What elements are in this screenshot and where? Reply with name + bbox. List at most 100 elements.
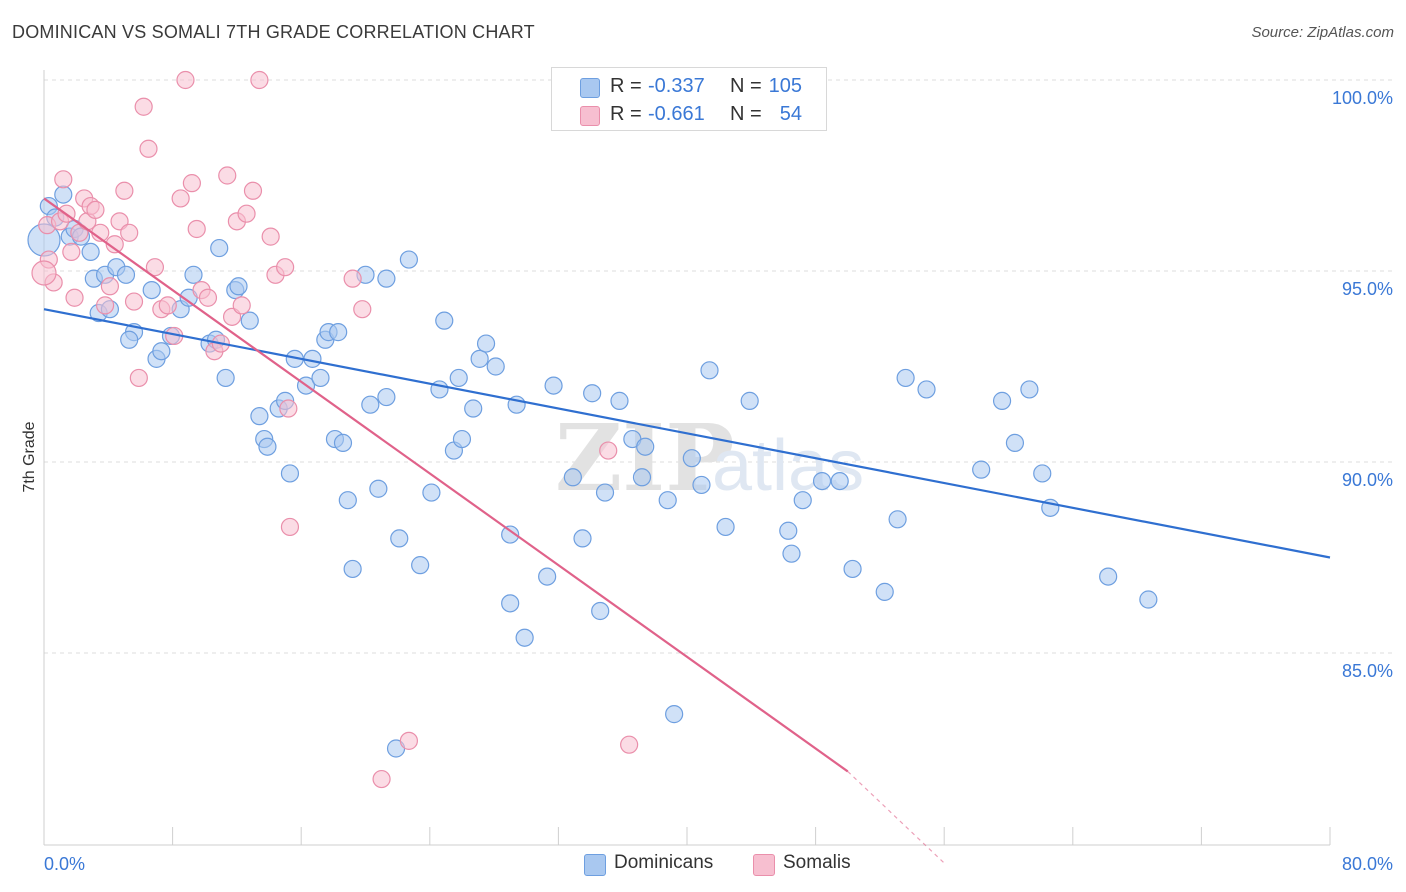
somali-point bbox=[620, 735, 639, 754]
dominican-point bbox=[142, 281, 161, 300]
dominican-point bbox=[992, 391, 1012, 410]
tick-labels: 85.0% 90.0% 95.0% 100.0% 0.0% 80.0% bbox=[44, 88, 1393, 874]
dominican-point bbox=[515, 628, 534, 647]
dominican-point bbox=[422, 483, 441, 502]
somali-point bbox=[31, 260, 57, 286]
somali-point bbox=[250, 70, 269, 90]
legend-r-value: -0.661 bbox=[648, 103, 705, 125]
somali-point bbox=[120, 223, 139, 242]
somali-point bbox=[261, 227, 280, 246]
dominican-point bbox=[1033, 464, 1052, 483]
dominican-point bbox=[120, 330, 139, 349]
dominican-point bbox=[692, 475, 711, 495]
somali-point bbox=[353, 300, 372, 319]
legend-n-value: 54 bbox=[779, 103, 802, 125]
dominican-point bbox=[311, 368, 330, 388]
legend-r-value: -0.337 bbox=[648, 75, 705, 97]
dominican-point bbox=[636, 437, 655, 456]
somali-point bbox=[124, 292, 144, 311]
x-tick-label: 80.0% bbox=[1342, 854, 1393, 874]
dominican-point bbox=[632, 468, 652, 487]
somali-point bbox=[187, 219, 206, 239]
dominican-point bbox=[779, 521, 798, 540]
dominican-point bbox=[338, 491, 357, 510]
dominican-point bbox=[240, 311, 259, 330]
dominican-point bbox=[610, 391, 629, 410]
somali-point bbox=[95, 296, 115, 315]
dominican-point bbox=[333, 433, 353, 452]
somali-point bbox=[129, 368, 148, 388]
somali-point bbox=[237, 204, 256, 223]
legend-n-label: N = bbox=[730, 103, 762, 125]
dominican-point bbox=[390, 529, 409, 548]
somali-point bbox=[105, 235, 124, 254]
somali-trend-line bbox=[43, 197, 849, 773]
dominican-point bbox=[329, 323, 348, 342]
dominican-point bbox=[250, 407, 269, 426]
dominican-point bbox=[216, 368, 235, 388]
somali-point bbox=[280, 517, 300, 537]
dominican-point bbox=[716, 517, 735, 537]
dominican-point bbox=[210, 238, 229, 258]
dominican-point bbox=[501, 525, 520, 544]
legend-row-dominicans: R = -0.337 N = 105 bbox=[552, 72, 826, 102]
somali-point bbox=[198, 288, 218, 307]
dominican-point bbox=[544, 376, 563, 395]
somali-point bbox=[171, 189, 190, 208]
dominican-point bbox=[184, 265, 203, 284]
y-tick-label: 100.0% bbox=[1332, 88, 1393, 108]
dominican-point bbox=[399, 250, 419, 269]
dominican-point bbox=[538, 567, 557, 586]
dominican-point bbox=[411, 556, 430, 575]
series-somalis bbox=[31, 70, 639, 789]
somali-point bbox=[599, 441, 618, 460]
dominican-trend-line bbox=[43, 308, 1331, 559]
somali-point bbox=[276, 258, 295, 277]
somali-point bbox=[65, 288, 84, 307]
series-dominicans bbox=[27, 185, 1158, 758]
dominican-point bbox=[369, 479, 388, 498]
dominican-point bbox=[843, 559, 862, 579]
dominican-point bbox=[896, 368, 915, 388]
dominican-point bbox=[665, 705, 684, 724]
legend-swatch-dominicans bbox=[584, 854, 606, 876]
trend-lines bbox=[43, 197, 1331, 864]
somali-point bbox=[343, 269, 362, 288]
y-tick-label: 95.0% bbox=[1342, 279, 1393, 299]
watermark-text: ZIP bbox=[555, 404, 734, 512]
legend-r-label: R = bbox=[610, 103, 642, 125]
dominican-point bbox=[830, 472, 849, 491]
dominican-point bbox=[740, 391, 759, 410]
dominican-point bbox=[595, 483, 615, 502]
somali-point bbox=[145, 258, 165, 277]
dominican-point bbox=[1139, 590, 1158, 609]
somali-point bbox=[372, 769, 391, 789]
dominican-point bbox=[435, 311, 454, 330]
watermark-text: atlas bbox=[712, 426, 864, 506]
legend-row-somalis: R = -0.661 N = 54 bbox=[552, 100, 826, 130]
chart-title: DOMINICAN VS SOMALI 7TH GRADE CORRELATIO… bbox=[12, 22, 535, 42]
dominican-point bbox=[449, 368, 468, 388]
dominican-point bbox=[573, 529, 592, 548]
somali-point bbox=[86, 200, 105, 219]
dominican-point bbox=[486, 357, 505, 376]
legend-swatch-dominicans bbox=[580, 78, 600, 98]
y-tick-label: 85.0% bbox=[1342, 661, 1393, 681]
somali-point bbox=[218, 166, 237, 185]
dominican-point bbox=[501, 594, 520, 613]
dominican-point bbox=[229, 277, 248, 296]
somali-point bbox=[158, 296, 177, 315]
legend-r-label: R = bbox=[610, 75, 642, 97]
y-axis-label: 7th Grade bbox=[21, 421, 38, 492]
source-label: Source: ZipAtlas.com bbox=[1251, 24, 1394, 41]
legend-n-label: N = bbox=[730, 75, 762, 97]
somali-point bbox=[243, 181, 263, 200]
dominican-point bbox=[1020, 380, 1039, 399]
dominican-point bbox=[700, 361, 719, 380]
x-tick-label: 0.0% bbox=[44, 854, 85, 874]
dominican-point bbox=[1099, 567, 1118, 586]
dominican-point bbox=[464, 399, 483, 418]
dominican-point bbox=[377, 387, 396, 407]
